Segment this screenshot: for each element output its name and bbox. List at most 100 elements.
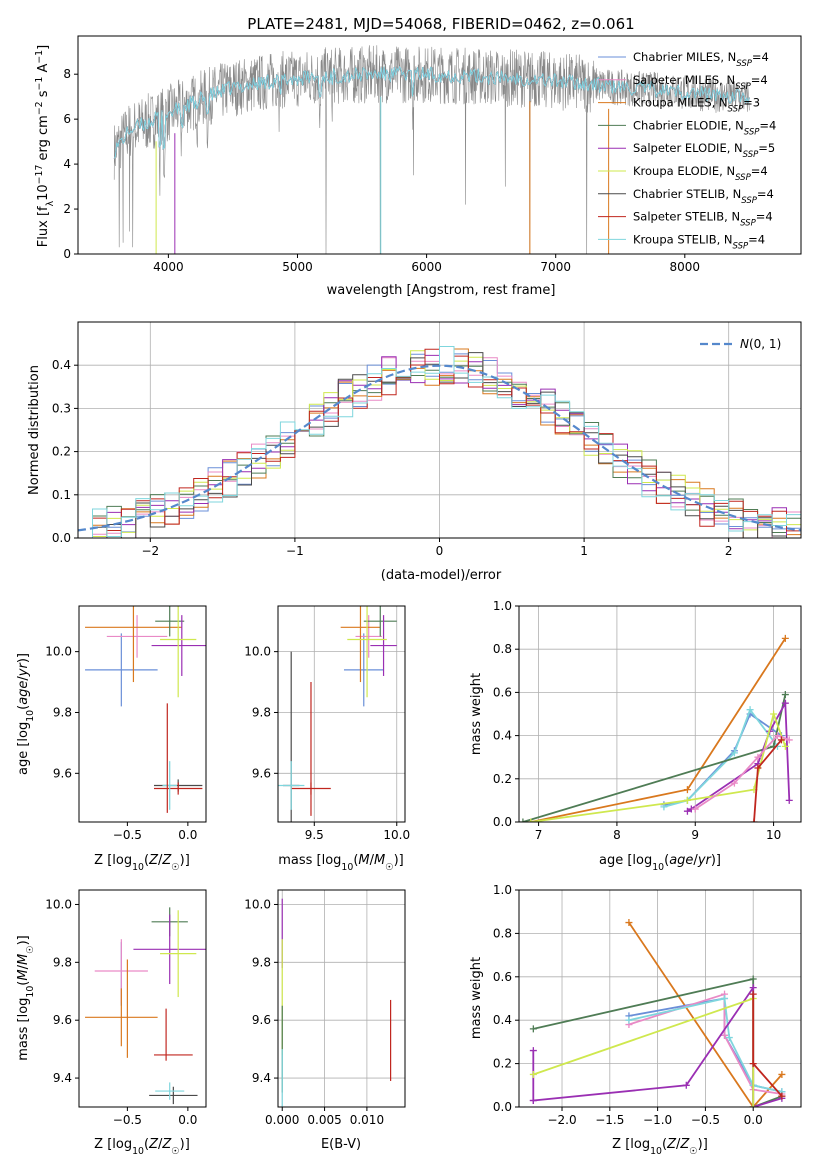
label-part: )]	[394, 853, 404, 868]
x-tick-label: 0.0	[178, 828, 197, 842]
label-part: −17	[34, 165, 45, 185]
legend-entry: Salpeter STELIB, NSSP=4	[633, 210, 773, 229]
y-tick-label: 9.8	[252, 705, 271, 719]
observed-spectrum-line	[113, 45, 750, 254]
weight-marker-salp_stelib	[750, 818, 758, 822]
legend-entry: Kroupa MILES, NSSP=3	[633, 96, 760, 115]
label-part: A	[36, 64, 51, 77]
x-tick-label: 7	[535, 828, 543, 842]
legend-text: =4	[759, 118, 776, 132]
legend-entry: Chabrier MILES, NSSP=4	[633, 50, 769, 69]
axis-label: Z [log10(Z/Z☉)]	[94, 853, 190, 873]
y-tick-label: 6	[63, 112, 71, 126]
y-axis-label: mass weight	[469, 673, 484, 755]
label-part: Z	[148, 853, 159, 868]
label-part: (	[353, 853, 358, 868]
legend-text: =4	[751, 164, 768, 178]
plot-area	[529, 919, 786, 1107]
legend-sub: SSP	[733, 241, 749, 251]
legend-text: =4	[757, 187, 774, 201]
y-axis-label: mass weight	[469, 957, 484, 1039]
y-tick-label: 9.6	[252, 1013, 271, 1027]
x-tick-label: 0.0	[178, 1113, 197, 1127]
legend-text: =4	[748, 232, 765, 246]
x-tick-label: 7000	[540, 260, 571, 274]
weight-marker-salp_elodie	[785, 796, 793, 804]
x-tick-label: 5000	[282, 260, 313, 274]
y-tick-label: 9.6	[53, 1013, 72, 1027]
legend-sub: SSP	[735, 82, 751, 92]
weight-vs-z-panel: −2.0 −1.5 −1.0 −0.5 0.0 0.0 0.2 0.4 0.6 0.8 1.0 Z […	[469, 883, 802, 1157]
x-tick-label: 0.0	[744, 1113, 763, 1127]
y-tick-label: 1.0	[493, 599, 512, 613]
y-tick-label: 0.2	[52, 445, 71, 459]
x-tick-label: 0.005	[307, 1113, 341, 1127]
label-part: Z [log	[94, 1137, 132, 1152]
x-tick-label: −1	[286, 544, 304, 558]
label-part: (	[144, 853, 149, 868]
weight-marker-krou_stelib	[730, 749, 738, 757]
weight-line-salp_stelib	[752, 994, 783, 1097]
plot-area	[519, 634, 793, 822]
x-tick-label: 8	[613, 828, 621, 842]
label-part: ☉	[25, 945, 36, 953]
weight-marker-salp_stelib	[749, 1060, 757, 1068]
label-part: Z	[666, 1137, 677, 1152]
weight-line-salp_stelib	[753, 739, 783, 822]
y-tick-label: 0.3	[52, 401, 71, 415]
weight-marker-krou_miles	[683, 786, 691, 794]
legend-sub: SSP	[736, 59, 752, 69]
legend-text: Kroupa ELODIE, N	[633, 164, 735, 178]
weight-marker-chab_elodie	[529, 1025, 537, 1033]
x-tick-label: 4000	[153, 260, 184, 274]
label-part: ☉	[171, 1146, 179, 1157]
weight-line-krou_elodie	[533, 997, 755, 1107]
weight-marker-salp_elodie	[683, 807, 691, 815]
label-part: (	[144, 1137, 149, 1152]
y-tick-label: 0.1	[52, 488, 71, 502]
x-axis-label: (data-model)/error	[381, 568, 502, 583]
label-part: /	[693, 853, 698, 868]
axes-frame	[518, 889, 802, 1108]
label-part: yr	[697, 853, 713, 868]
weight-line-chab_elodie	[522, 694, 787, 822]
label-part: Z	[679, 1137, 690, 1152]
legend-text: Kroupa MILES, N	[633, 96, 728, 110]
figure-title: PLATE=2481, MJD=54068, FIBERID=0462, z=0…	[247, 15, 634, 33]
label-part: ☉	[385, 862, 393, 873]
label-part: )]	[698, 1137, 708, 1152]
legend-text: Salpeter ELODIE, N	[633, 141, 743, 155]
weight-marker-salp_stelib	[778, 1092, 786, 1100]
y-tick-label: 10.0	[45, 645, 72, 659]
x-tick-label: 2	[725, 544, 733, 558]
label-part: (	[16, 705, 31, 710]
y-tick-label: 0.2	[493, 1057, 512, 1071]
label-part: Z	[161, 853, 172, 868]
y-tick-label: 9.8	[252, 955, 271, 969]
y-tick-label: 0.8	[493, 926, 512, 940]
plot-area	[281, 898, 392, 1107]
legend-entry: Chabrier STELIB, NSSP=4	[633, 187, 774, 206]
y-tick-label: 0.0	[493, 815, 512, 829]
label-part: 10	[25, 986, 36, 998]
weight-marker-krou_stelib	[725, 1034, 733, 1042]
legend-text: Chabrier STELIB, N	[633, 187, 741, 201]
x-tick-label: −0.5	[113, 1113, 142, 1127]
label-part: (0, 1)	[749, 337, 781, 351]
label-part: 10	[36, 184, 51, 201]
label-part: s	[36, 90, 51, 101]
mass-vs-z-panel: −0.5 0.09.49.69.810.0Z [log10(Z/Z☉)]mass …	[16, 889, 207, 1157]
weight-marker-salp_stelib	[754, 764, 762, 772]
label-part: )]	[16, 935, 31, 945]
weight-marker-krou_stelib	[625, 1016, 633, 1024]
label-part: /	[370, 853, 375, 868]
legend-entry: Kroupa ELODIE, NSSP=4	[633, 164, 768, 183]
legend-text: =3	[743, 96, 760, 110]
legend-text: Kroupa STELIB, N	[633, 232, 733, 246]
label-part: age	[16, 681, 31, 705]
y-tick-label: 0.2	[493, 772, 512, 786]
x-axis-label: wavelength [Angstrom, rest frame]	[327, 283, 556, 298]
